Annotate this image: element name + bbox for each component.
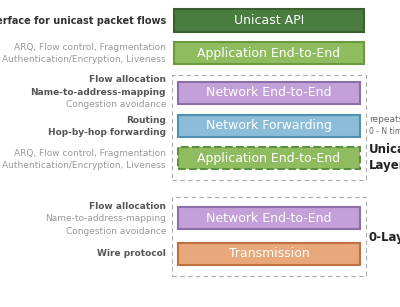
FancyBboxPatch shape — [178, 82, 360, 104]
Text: Unicast API: Unicast API — [234, 14, 304, 27]
Text: Congestion avoidance: Congestion avoidance — [66, 100, 166, 109]
Text: 0 - N times: 0 - N times — [369, 127, 400, 136]
FancyBboxPatch shape — [178, 207, 360, 229]
Text: Authentication/Encryption, Liveness: Authentication/Encryption, Liveness — [2, 161, 166, 170]
Text: 0-Layer: 0-Layer — [369, 231, 400, 244]
Text: Application End-to-End: Application End-to-End — [198, 152, 340, 165]
Text: Transmission: Transmission — [229, 247, 309, 260]
Text: ARQ, Flow control, Fragmentation: ARQ, Flow control, Fragmentation — [14, 43, 166, 52]
FancyBboxPatch shape — [178, 243, 360, 265]
Text: Authentication/Encryption, Liveness: Authentication/Encryption, Liveness — [2, 55, 166, 64]
FancyBboxPatch shape — [174, 9, 364, 32]
Text: Interface for unicast packet flows: Interface for unicast packet flows — [0, 16, 166, 26]
Text: Wire protocol: Wire protocol — [97, 249, 166, 258]
FancyBboxPatch shape — [178, 115, 360, 137]
Text: Name-to-address-mapping: Name-to-address-mapping — [45, 214, 166, 223]
Text: Network Forwarding: Network Forwarding — [206, 119, 332, 132]
Text: Network End-to-End: Network End-to-End — [206, 86, 332, 99]
Text: Flow allocation: Flow allocation — [89, 202, 166, 211]
Text: Hop-by-hop forwarding: Hop-by-hop forwarding — [48, 128, 166, 137]
Text: Unicast: Unicast — [369, 143, 400, 156]
Text: Flow allocation: Flow allocation — [89, 76, 166, 84]
Text: Network End-to-End: Network End-to-End — [206, 212, 332, 225]
FancyBboxPatch shape — [178, 147, 360, 169]
Text: Layer: Layer — [369, 159, 400, 172]
Text: Routing: Routing — [126, 115, 166, 125]
Text: Name-to-address-mapping: Name-to-address-mapping — [30, 87, 166, 97]
FancyBboxPatch shape — [174, 42, 364, 64]
Text: Congestion avoidance: Congestion avoidance — [66, 227, 166, 235]
Text: Application End-to-End: Application End-to-End — [198, 47, 340, 60]
Text: ARQ, Flow control, Fragmentation: ARQ, Flow control, Fragmentation — [14, 149, 166, 158]
Text: repeats: repeats — [369, 115, 400, 124]
